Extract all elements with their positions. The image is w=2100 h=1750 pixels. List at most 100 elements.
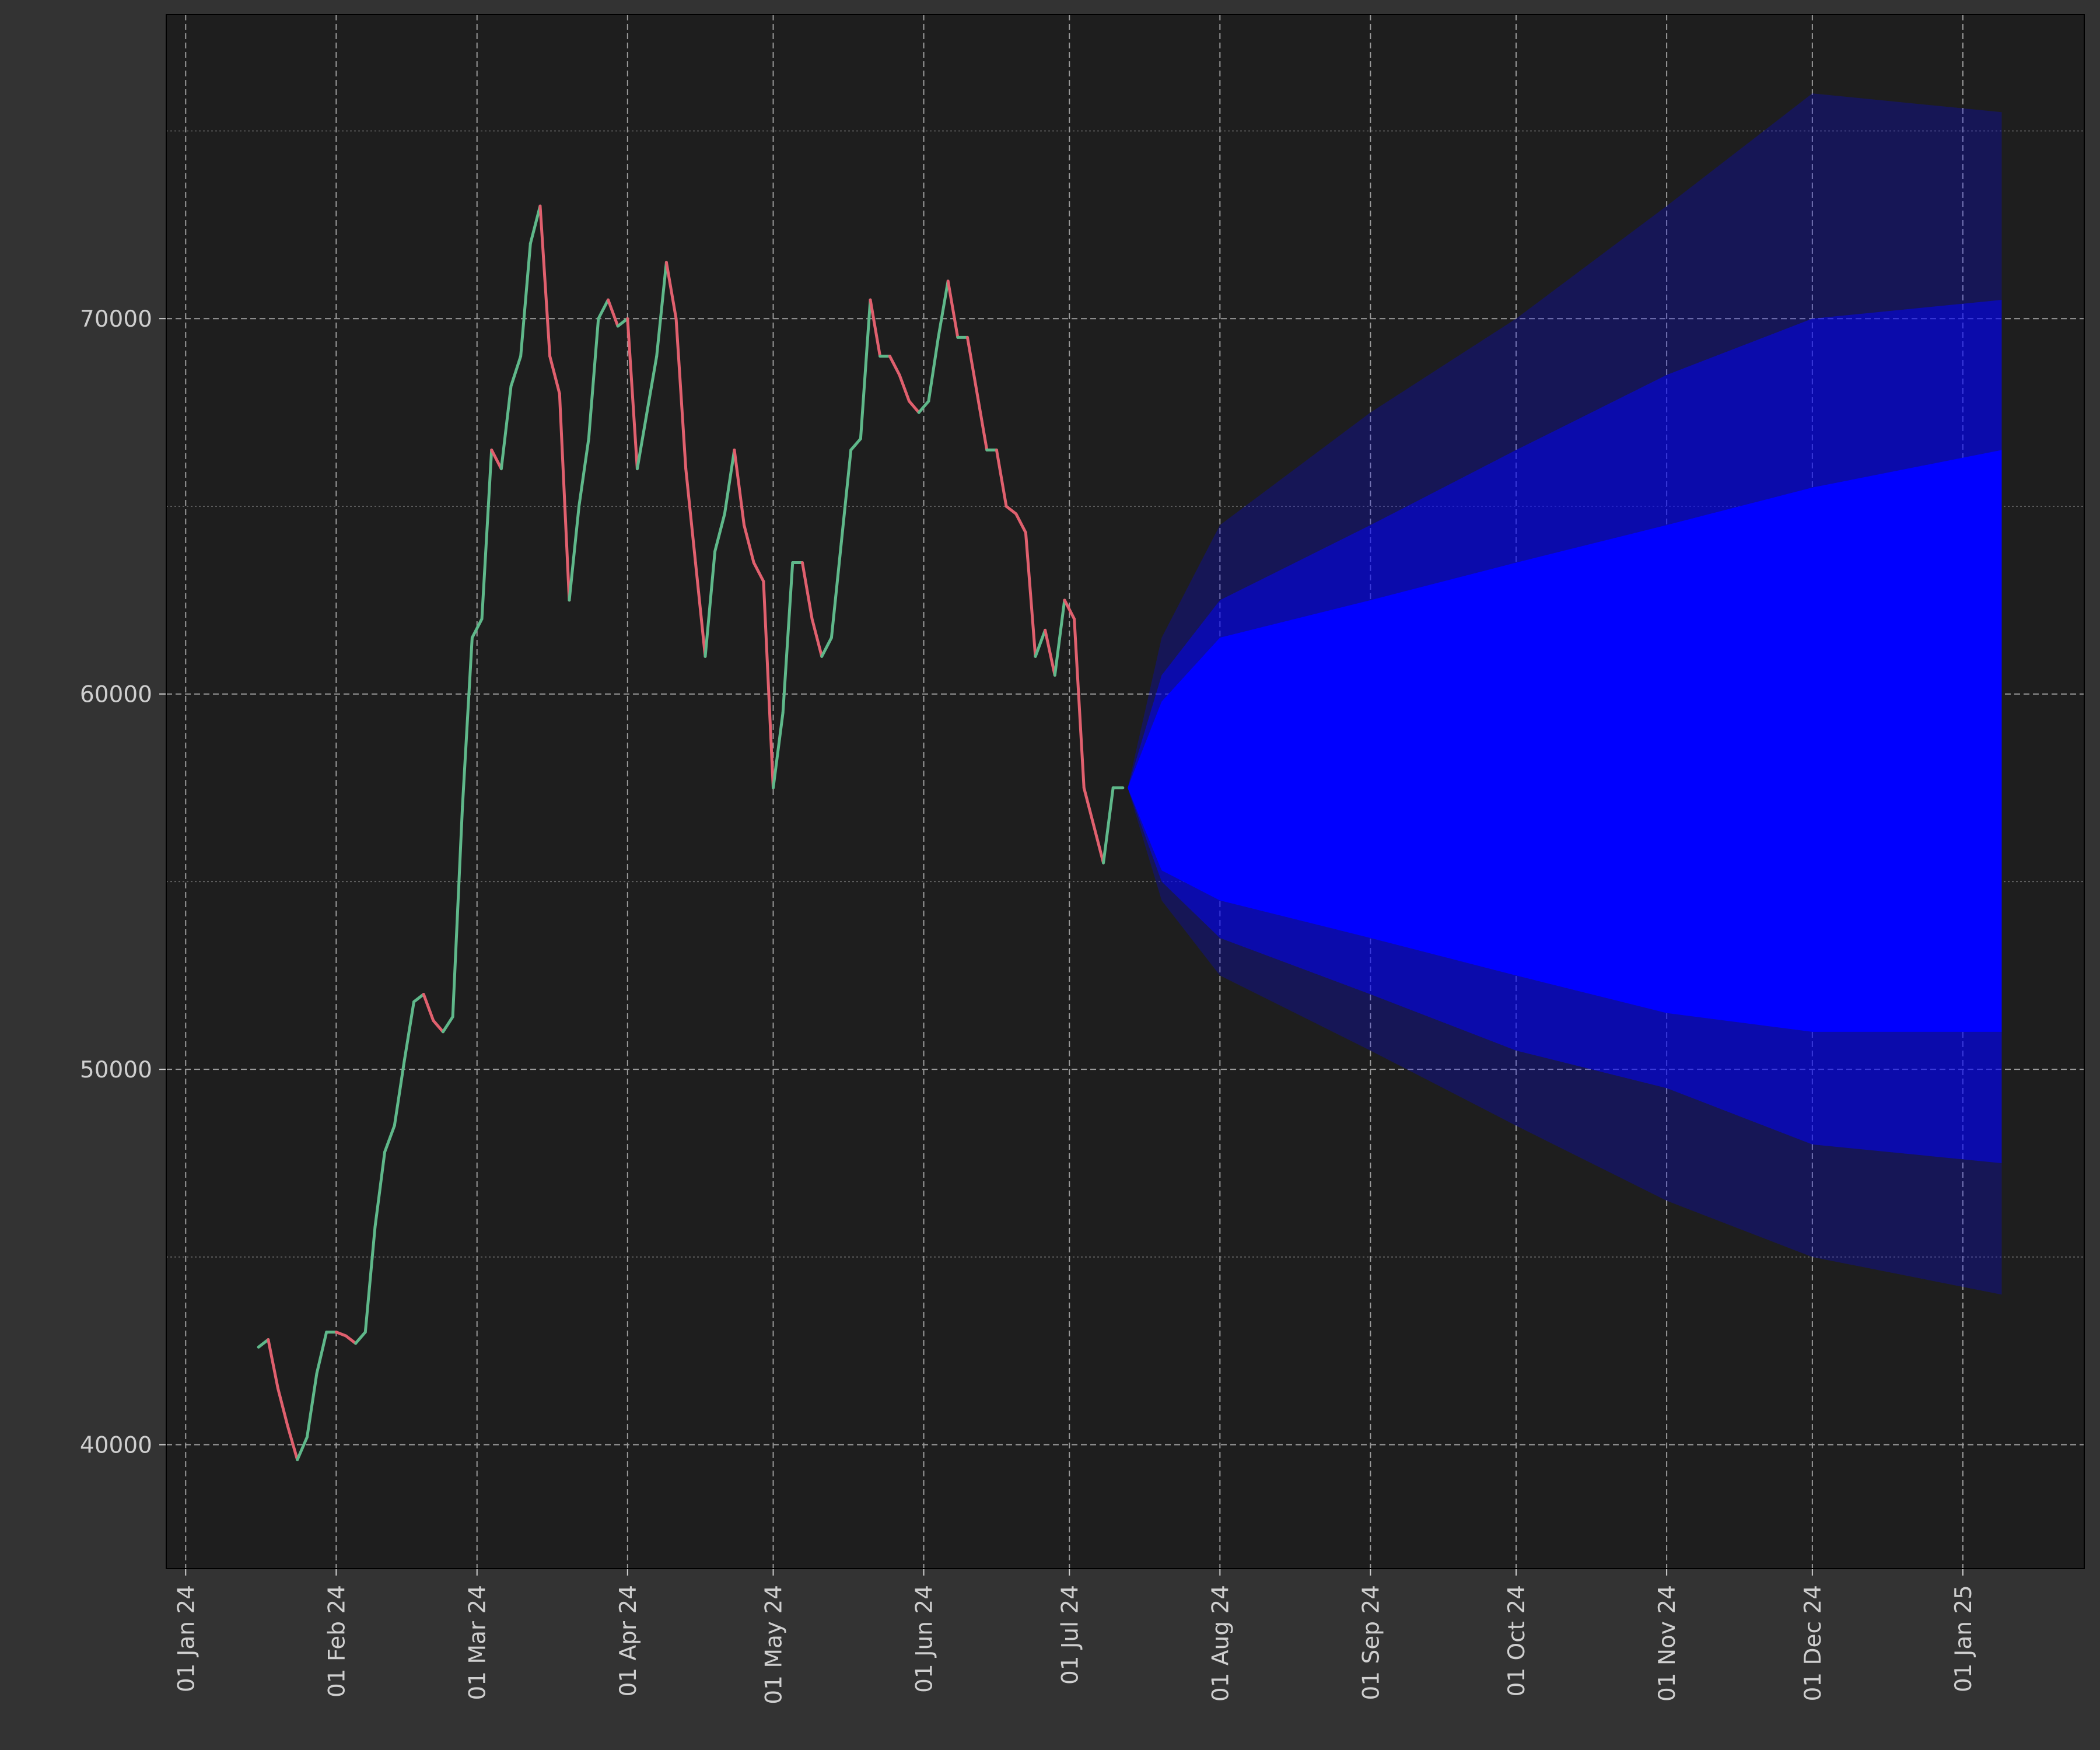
price-segment [393,1060,406,1128]
price-segment [441,1015,454,1034]
price-segment [412,992,425,1003]
price-segment [635,411,649,471]
price-segment [965,335,979,396]
price-segment [1005,505,1018,516]
price-segment [655,261,668,358]
price-segment [800,561,814,621]
price-segment [820,636,833,658]
price-segment [975,392,989,452]
x-tick-label: 01 Jan 24 [173,1585,200,1692]
price-segment [267,1338,279,1390]
price-segment [344,1334,358,1345]
x-tick-label: 01 Apr 24 [615,1585,642,1697]
y-tick-label: 50000 [80,1057,152,1083]
price-segment [830,542,843,639]
price-segment [762,580,775,790]
price-segment [810,617,824,658]
price-segment [422,992,435,1023]
price-segment [704,550,717,658]
price-segment [839,448,853,545]
x-tick-label: 01 Nov 24 [1654,1585,1681,1702]
price-segment [373,1150,387,1228]
price-segment [286,1424,299,1461]
price-segment [499,384,513,471]
price-segment [694,561,707,658]
x-tick-label: 01 Sep 24 [1358,1585,1384,1700]
price-segment [538,204,552,358]
x-tick-label: 01 Jul 24 [1057,1585,1083,1685]
x-tick-label: 01 Jun 24 [912,1585,938,1693]
marks [257,93,2002,1461]
price-segment [772,711,785,790]
price-segment [859,298,872,440]
price-segment [402,1000,416,1063]
price-segment [509,355,523,388]
x-tick-label: 01 Feb 24 [324,1585,350,1698]
price-segment [626,317,639,471]
price-segment [354,1331,367,1345]
price-segment [937,279,950,339]
price-segment [470,617,484,639]
price-segment [363,1225,377,1334]
price-segment [743,523,755,564]
price-segment [908,400,921,414]
labels: 40000 50000 60000 70000 01 Jan 24 01 Feb 24 01… [80,306,1977,1704]
price-segment [548,355,561,396]
price-segment [451,805,464,1019]
x-tick-label: 01 May 24 [761,1585,788,1704]
x-tick-label: 01 Mar 24 [465,1585,491,1700]
price-segment [480,448,494,621]
x-tick-label: 01 Jan 25 [1951,1585,1977,1692]
price-segment [519,242,532,358]
price-segment [461,636,474,808]
price-segment [616,317,629,328]
x-tick-label: 01 Aug 24 [1208,1585,1234,1702]
price-segment [1053,598,1066,677]
price-segment [995,448,1008,508]
y-tick-label: 40000 [80,1433,152,1459]
price-segment [296,1436,309,1461]
price-segment [723,448,736,516]
price-segment [1024,531,1037,658]
price-segment [558,392,571,602]
price-segment [752,561,765,583]
y-tick-label: 60000 [80,682,152,708]
price-segment [713,512,726,553]
price-segment [1063,598,1076,621]
price-segment [849,437,862,452]
price-segment [781,561,794,715]
price-segment [276,1387,289,1427]
price-segment [1044,628,1056,677]
price-segment [1073,617,1086,790]
price-segment [578,437,590,508]
price-segment [587,317,600,440]
price-segment [917,400,930,414]
y-tick-label: 70000 [80,306,152,332]
price-segment [1092,824,1105,864]
price-segment [664,261,678,320]
price-segment [946,279,960,339]
price-segment [733,448,746,527]
price-segment [315,1331,328,1375]
price-segment [305,1371,318,1439]
price-segment [888,355,901,377]
price-segment [568,505,581,602]
price-segment [869,298,882,358]
simulation-band [1128,450,2002,1032]
price-segment [334,1331,348,1338]
x-tick-label: 01 Oct 24 [1504,1585,1530,1696]
price-segment [257,1338,270,1349]
price-segment [432,1019,444,1034]
price-segment [684,467,697,564]
price-segment [1082,786,1096,827]
price-segment [674,317,688,471]
price-segment [490,448,503,471]
price-segment [1014,512,1027,534]
price-segment [597,298,610,320]
price-segment [645,355,659,414]
price-segment [606,298,620,328]
price-segment [927,335,940,403]
x-tick-label: 01 Dec 24 [1800,1585,1826,1702]
